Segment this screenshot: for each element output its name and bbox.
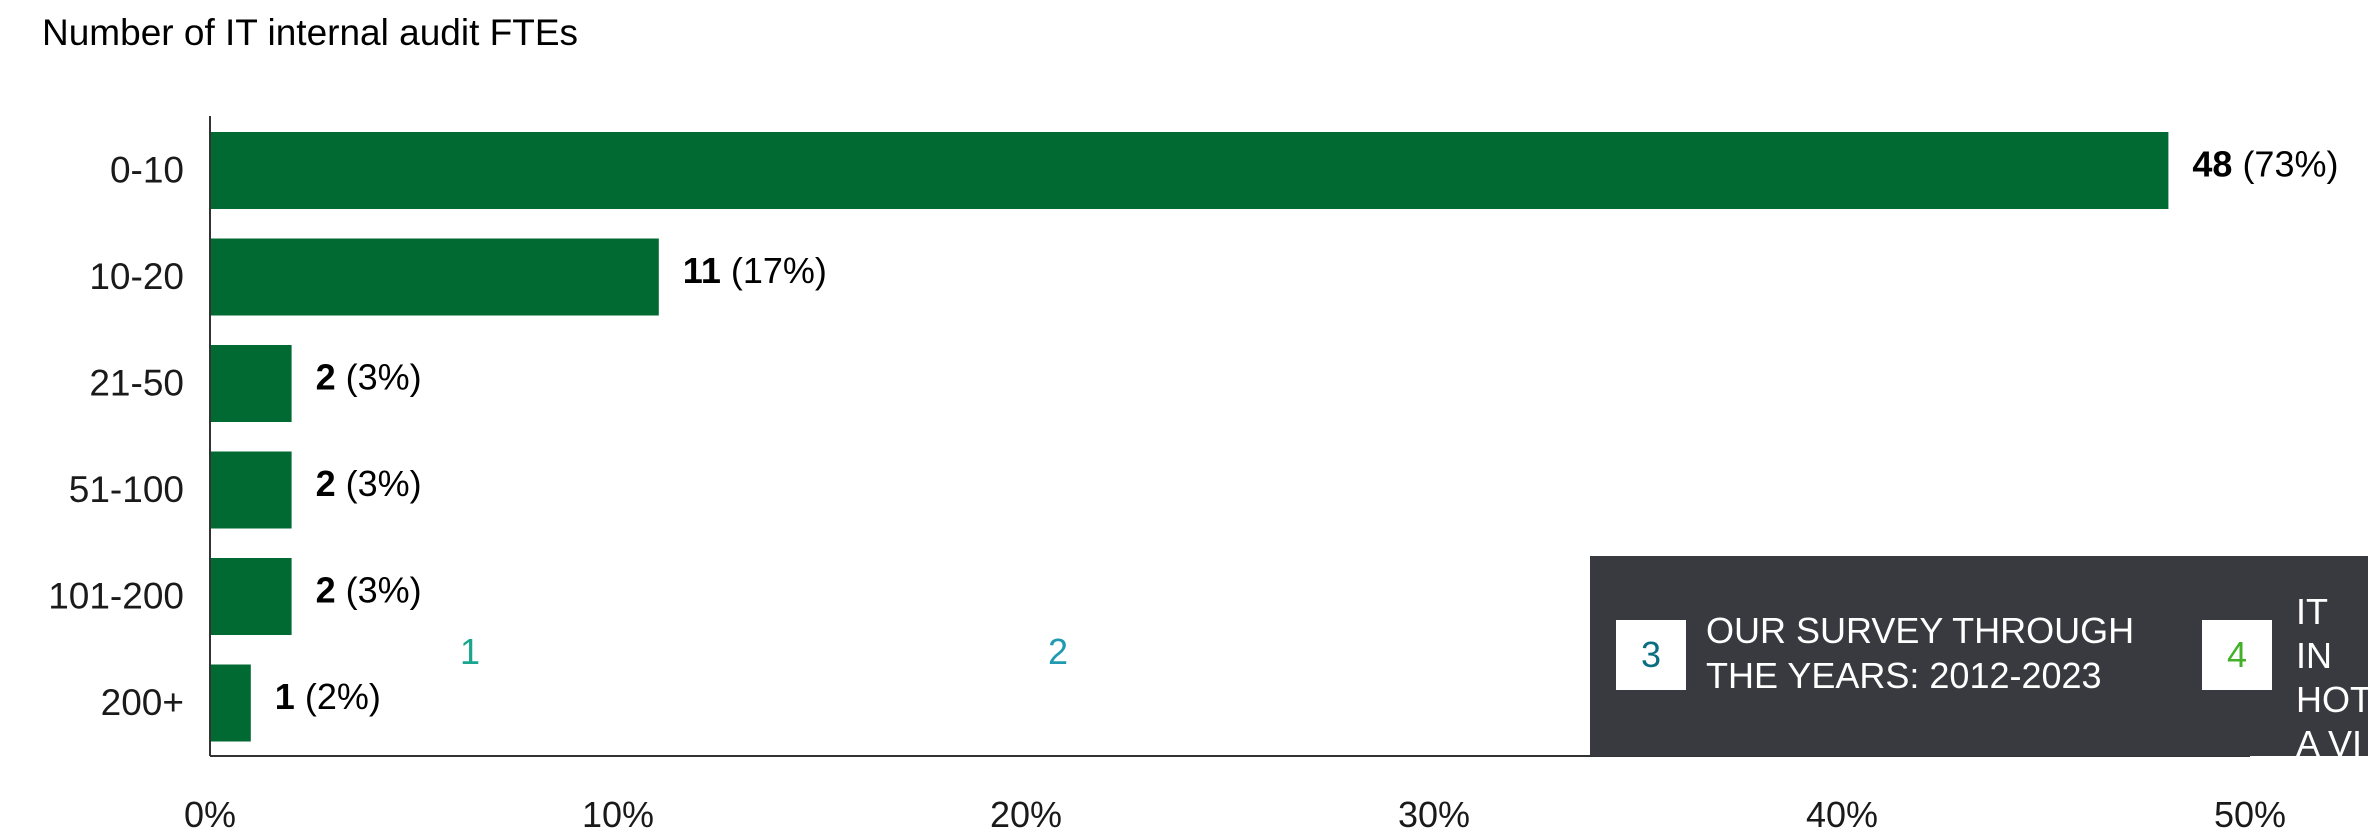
x-tick-label: 10% <box>582 794 654 832</box>
page-link-2[interactable]: 2 <box>1048 631 1069 672</box>
data-label-count: 11 <box>683 250 721 291</box>
category-label: 200+ <box>101 682 184 723</box>
data-label: 11 (17%) <box>683 250 827 291</box>
data-label-count: 2 <box>316 570 336 611</box>
x-tick-label: 40% <box>1806 794 1878 832</box>
data-label: 2 (3%) <box>316 357 422 398</box>
bar-101-200 <box>210 558 292 635</box>
bar-21-50 <box>210 345 292 422</box>
data-label-percent: (73%) <box>2232 144 2338 185</box>
bar-0-10 <box>210 132 2169 209</box>
data-label-percent: (3%) <box>336 357 422 398</box>
data-label-count: 1 <box>275 676 295 717</box>
data-label-count: 2 <box>316 357 336 398</box>
data-label: 48 (73%) <box>2192 144 2338 185</box>
category-label: 10-20 <box>89 256 184 297</box>
nav-card-number: 3 <box>1616 620 1686 690</box>
x-tick-label: 50% <box>2214 794 2286 832</box>
nav-card-label: IT IN HOT A VI <box>2296 591 2368 756</box>
category-label: 51-100 <box>69 469 184 510</box>
data-label: 2 (3%) <box>316 570 422 611</box>
category-label: 0-10 <box>110 150 184 191</box>
category-label: 21-50 <box>89 363 184 404</box>
bar-200+ <box>210 664 251 742</box>
bar-10-20 <box>210 238 659 316</box>
data-label-count: 2 <box>316 463 336 504</box>
page-link-1[interactable]: 1 <box>460 631 481 672</box>
section-navigation-panel: 3 OUR SURVEY THROUGH THE YEARS: 2012-202… <box>1590 556 2368 756</box>
x-tick-label: 30% <box>1398 794 1470 832</box>
chart-title: Number of IT internal audit FTEs <box>42 12 579 53</box>
data-label-percent: (2%) <box>295 676 381 717</box>
data-label-percent: (3%) <box>336 463 422 504</box>
nav-card-number: 4 <box>2202 620 2272 690</box>
x-tick-label: 0% <box>184 794 236 832</box>
data-label-count: 48 <box>2192 144 2232 185</box>
nav-card-label: OUR SURVEY THROUGH THE YEARS: 2012-2023 <box>1706 610 2135 696</box>
data-label: 2 (3%) <box>316 463 422 504</box>
category-label: 101-200 <box>48 576 184 617</box>
data-label-percent: (3%) <box>336 570 422 611</box>
bar-51-100 <box>210 451 292 529</box>
x-tick-label: 20% <box>990 794 1062 832</box>
data-label: 1 (2%) <box>275 676 381 717</box>
data-label-percent: (17%) <box>721 250 827 291</box>
